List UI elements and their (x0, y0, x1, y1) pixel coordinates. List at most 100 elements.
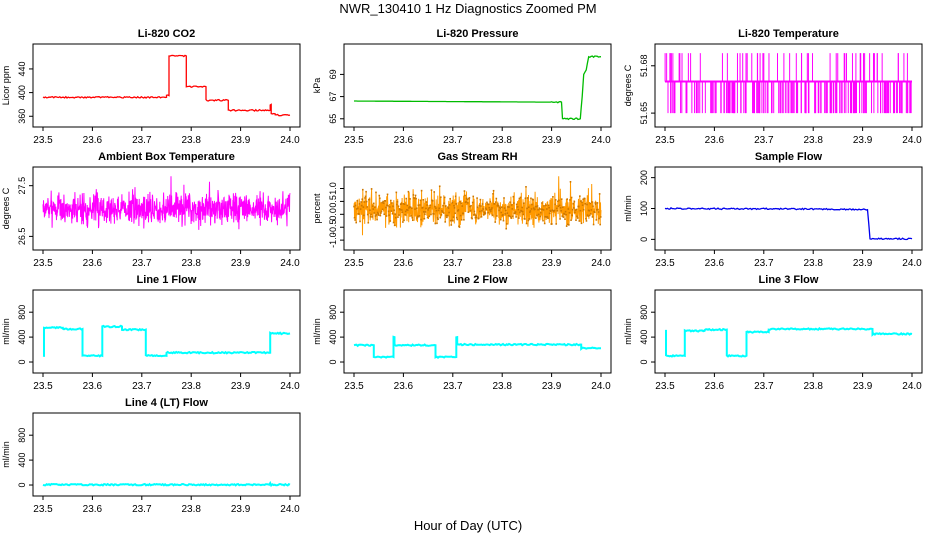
series-marker (592, 223, 595, 226)
series-marker (484, 212, 487, 214)
series-marker (485, 207, 487, 210)
y-tick-label: 800 (17, 305, 27, 320)
series-marker (492, 189, 495, 192)
series-marker (387, 210, 390, 213)
y-tick-label: 26.5 (17, 228, 27, 246)
series-marker (453, 207, 456, 209)
series-marker (549, 210, 552, 213)
series-marker (426, 204, 428, 206)
series-marker (410, 215, 412, 217)
series-marker (411, 219, 414, 222)
series-marker (420, 189, 423, 192)
panel-title: Line 1 Flow (137, 274, 197, 286)
plot-frame (654, 43, 923, 128)
plot-frame (32, 289, 301, 374)
series-marker (393, 209, 395, 212)
series-marker (390, 210, 393, 212)
series-marker (464, 194, 466, 197)
series-marker (460, 219, 463, 221)
series-marker (586, 203, 588, 206)
series-marker (582, 208, 585, 211)
series-marker (457, 210, 459, 212)
series-marker (568, 211, 571, 214)
series-marker (478, 204, 481, 207)
plot-frame (32, 166, 301, 251)
series-marker (508, 215, 511, 217)
series-marker (370, 188, 373, 190)
series-marker (465, 201, 467, 203)
series-marker (533, 208, 536, 211)
series-marker (485, 208, 488, 211)
series-marker (480, 205, 482, 207)
series-group (665, 326, 913, 358)
series-marker (529, 210, 532, 212)
series-marker (363, 214, 365, 217)
panel-title: Sample Flow (755, 151, 823, 163)
series-marker (475, 214, 477, 217)
series-marker (396, 200, 399, 203)
x-tick-label: 23.8 (803, 135, 823, 146)
series-marker (563, 213, 566, 215)
series-marker (389, 220, 392, 222)
series-marker (472, 195, 475, 198)
series-marker (569, 180, 572, 183)
series-marker (498, 206, 501, 209)
series-marker (395, 191, 398, 194)
series-marker (480, 216, 483, 218)
series-marker (497, 203, 499, 205)
series-marker (504, 209, 507, 212)
x-tick-label: 24.0 (902, 135, 922, 146)
series-marker (356, 200, 359, 202)
series-line (42, 480, 291, 488)
y-tick-label: 200 (639, 170, 649, 185)
panel-10: Line 4 (LT) Flow 23.5 23.6 23.7 23.8 23.9 24.0… (1, 397, 301, 515)
series-marker (536, 214, 538, 217)
series-marker (433, 191, 436, 193)
series-marker (574, 209, 577, 212)
series-marker (354, 219, 356, 221)
panel-5: Gas Stream RH 23.5 23.6 23.7 23.8 23.9 24.0 -1.… (312, 151, 612, 269)
series-marker (426, 216, 429, 219)
series-marker (476, 206, 479, 209)
series-marker (581, 204, 584, 207)
series-marker (486, 201, 488, 204)
series-group (42, 176, 291, 230)
series-marker (402, 203, 405, 205)
x-tick-label: 23.9 (231, 504, 251, 515)
series-marker (382, 200, 384, 203)
series-marker (596, 202, 599, 204)
series-marker (414, 208, 416, 210)
series-marker (560, 198, 563, 200)
series-marker (472, 214, 475, 216)
series-marker (397, 216, 399, 218)
series-marker (374, 215, 377, 217)
series-marker (360, 201, 362, 203)
series-marker (579, 209, 582, 212)
series-marker (588, 209, 590, 212)
y-tick-label: 0 (639, 360, 649, 365)
series-marker (481, 203, 484, 205)
series-marker (435, 209, 438, 212)
series-marker (418, 215, 420, 218)
x-tick-label: 24.0 (591, 381, 611, 392)
series-marker (407, 209, 409, 211)
series-marker (415, 207, 418, 210)
series-marker (510, 204, 513, 206)
x-tick-label: 23.7 (443, 135, 463, 146)
series-marker (508, 206, 510, 208)
series-marker (514, 211, 517, 213)
series-marker (487, 203, 490, 206)
x-tick-label: 23.6 (394, 381, 414, 392)
series-marker (401, 209, 403, 211)
series-group (42, 480, 291, 488)
series-marker (455, 216, 458, 219)
x-tick-label: 24.0 (280, 381, 300, 392)
x-tick-label: 23.7 (132, 135, 152, 146)
series-marker (479, 198, 482, 201)
x-tick-label: 23.9 (853, 135, 873, 146)
series-marker (594, 202, 597, 204)
series-marker (363, 201, 366, 203)
series-marker (439, 216, 442, 219)
series-marker (545, 216, 548, 218)
x-tick-label: 24.0 (280, 258, 300, 269)
